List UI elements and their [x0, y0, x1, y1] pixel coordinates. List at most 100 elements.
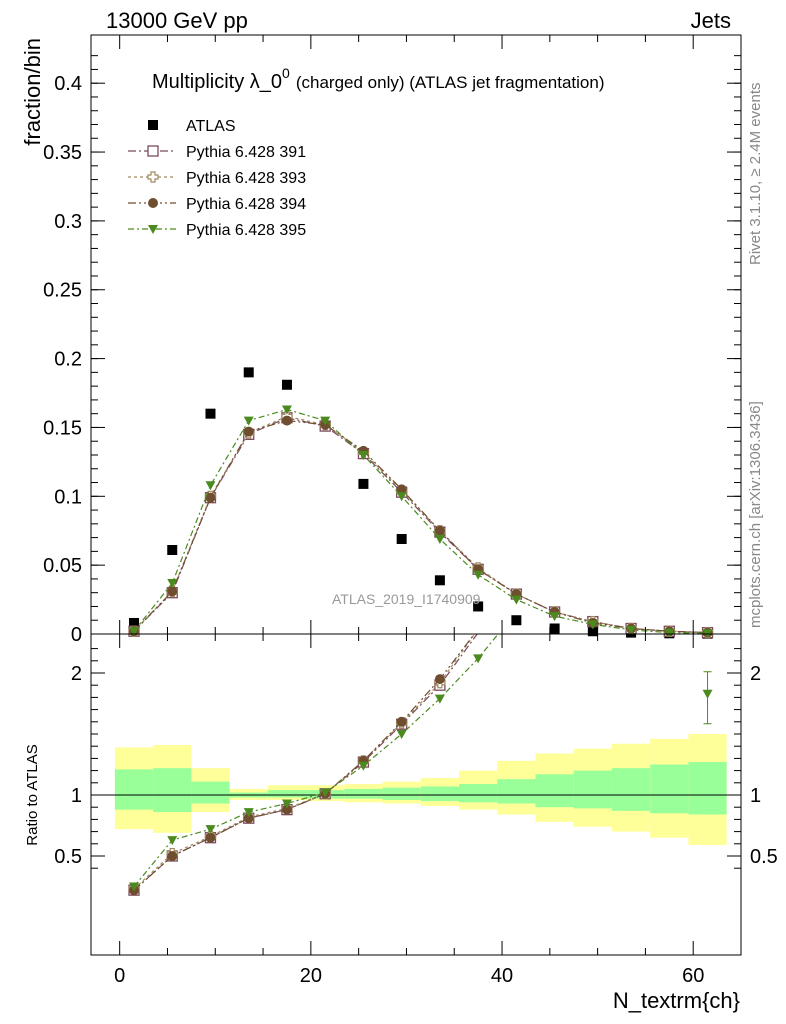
ratio-point: [396, 716, 407, 727]
data-point: [511, 615, 522, 626]
header-right: Jets: [691, 8, 731, 33]
ratio-point: [243, 813, 254, 824]
watermark: ATLAS_2019_I1740909: [332, 591, 481, 607]
plot-title-suffix: (charged only) (ATLAS jet fragmentation): [296, 73, 605, 92]
y-tick-label: 0.05: [43, 555, 82, 577]
plot-title-main: Multiplicity λ_0: [152, 71, 282, 93]
ratio-y-tick-label: 2: [71, 663, 82, 685]
ratio-y-tick-label-right: 1: [750, 785, 761, 807]
data-point: [587, 620, 598, 630]
data-point: [129, 627, 140, 637]
x-tick-label: 60: [682, 965, 704, 987]
ratio-series-line: [133, 634, 476, 891]
data-point: [243, 367, 254, 378]
legend-marker: [148, 225, 158, 234]
legend-label: ATLAS: [186, 118, 236, 135]
band-inner: [611, 768, 651, 811]
ratio-point: [473, 654, 484, 664]
ratio-point: [243, 808, 254, 818]
band-inner: [459, 784, 498, 803]
ratio-y-tick-label: 0.5: [54, 846, 82, 868]
data-point: [587, 626, 598, 637]
data-point: [396, 533, 407, 544]
ratio-xlabel: N_textrm{ch}: [613, 988, 740, 1013]
ratio-point: [167, 851, 178, 861]
plot-title-superscript: 0: [282, 65, 290, 81]
side-text-bottom: mcplots.cern.ch [arXiv:1306.3436]: [747, 401, 764, 628]
y-tick-label: 0.25: [43, 280, 82, 302]
band-inner: [114, 769, 154, 810]
data-point: [473, 601, 484, 612]
band-inner: [382, 787, 421, 800]
y-tick-label: 0.15: [43, 417, 82, 439]
band-inner: [267, 790, 307, 798]
data-point: [549, 612, 560, 622]
ratio-series-line: [133, 634, 476, 890]
y-tick-label: 0.35: [43, 142, 82, 164]
ratio-point: [281, 799, 292, 809]
ratio-point: [320, 788, 331, 798]
y-tick-label: 0.4: [54, 73, 82, 95]
data-point: [205, 408, 216, 419]
data-point: [167, 586, 178, 597]
band-inner: [153, 768, 192, 813]
x-tick-label: 0: [114, 965, 125, 987]
band-inner: [344, 788, 383, 799]
data-point: [664, 628, 675, 638]
ratio-y-tick-label-right: 2: [750, 663, 761, 685]
side-text-top: Rivet 3.1.10, ≥ 2.4M events: [747, 83, 764, 266]
ratio-point: [281, 804, 292, 815]
data-point: [626, 625, 637, 635]
plot-title: Multiplicity λ_00 (charged only) (ATLAS j…: [152, 65, 605, 93]
data-point: [358, 450, 369, 460]
ratio-point: [129, 882, 140, 892]
data-point: [320, 416, 331, 426]
y-tick-label: 0.1: [54, 486, 82, 508]
legend: ATLAS Pythia 6.428 391 Pythia 6.428 393 Pyt…: [128, 118, 306, 239]
band-inner: [497, 779, 536, 804]
data-point: [243, 416, 254, 426]
ratio-point: [396, 730, 407, 739]
data-point: [205, 481, 216, 491]
ratio-point: [358, 761, 369, 771]
legend-marker: [148, 198, 158, 208]
main-panel: 0 0.05 0.1 0.15 0.2 0.25 0.3 0.35 0.4 fraction/b…: [20, 34, 742, 646]
y-tick-label: 0.2: [54, 349, 82, 371]
ratio-point: [434, 674, 445, 685]
legend-marker: [148, 120, 158, 130]
band-inner: [650, 764, 689, 814]
data-point: [205, 492, 216, 503]
ratio-point: [205, 825, 216, 835]
band-inner: [573, 770, 612, 809]
band-inner: [535, 774, 574, 808]
main-marks: [128, 367, 714, 639]
legend-label: Pythia 6.428 393: [186, 170, 306, 187]
data-point: [281, 415, 292, 426]
ratio-point: [205, 832, 216, 843]
ratio-y-tick-label-right: 0.5: [750, 846, 778, 868]
series-line-3: [133, 419, 708, 634]
ratio-series-line: [133, 634, 478, 891]
legend-label: Pythia 6.428 395: [186, 222, 306, 239]
data-point: [281, 379, 292, 390]
band-inner: [420, 786, 460, 802]
data-point: [358, 478, 369, 489]
data-point: [281, 405, 292, 415]
main-ticks: 0 0.05 0.1 0.15 0.2 0.25 0.3 0.35 0.4: [43, 35, 741, 646]
legend-label: Pythia 6.428 391: [186, 144, 306, 161]
y-tick-label: 0.3: [54, 211, 82, 233]
data-point: [243, 426, 254, 437]
ratio-xlabel-text: N_textrm{ch}: [613, 988, 740, 1013]
series-line-4: [133, 408, 708, 634]
data-point: [434, 525, 445, 536]
header-left: 13000 GeV pp: [106, 8, 248, 33]
data-point: [473, 570, 484, 580]
ratio-ylabel: Ratio to ATLAS: [24, 744, 41, 845]
ratio-ticks: 0.5 0.51 12 20 20 40 60: [54, 634, 778, 987]
legend-marker: [147, 145, 159, 157]
band-inner: [191, 781, 230, 804]
data-point: [396, 492, 407, 502]
ratio-point: [167, 836, 178, 846]
data-point: [549, 623, 560, 634]
